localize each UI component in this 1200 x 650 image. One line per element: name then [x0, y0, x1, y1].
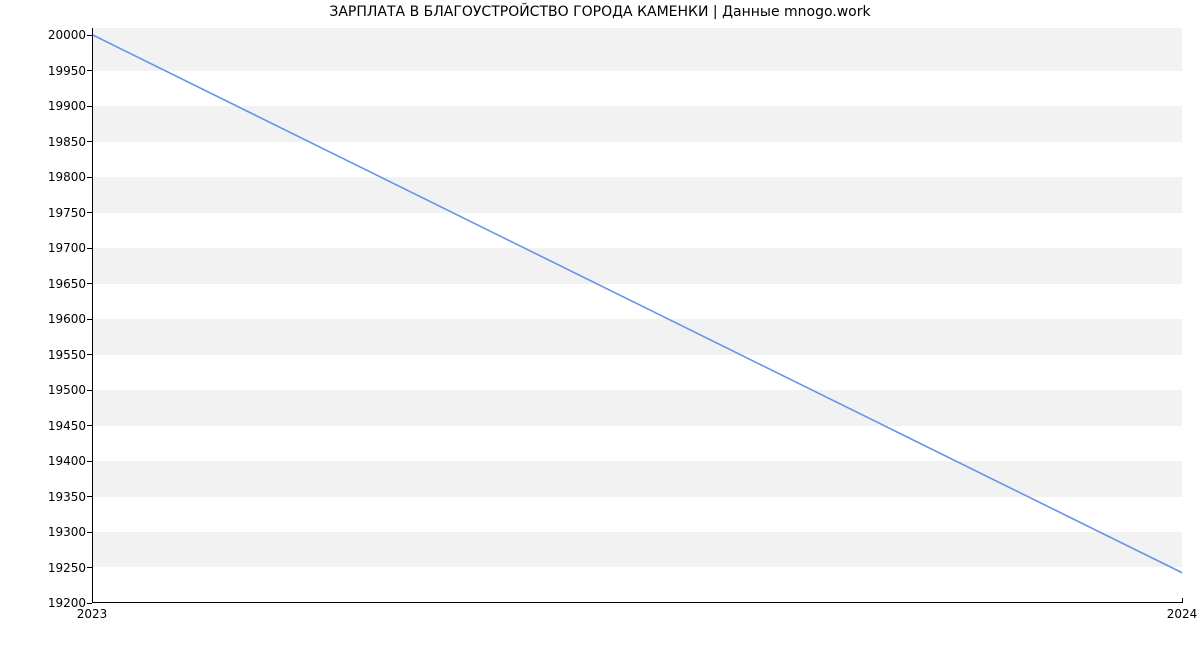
- y-tick-label: 20000: [4, 28, 86, 42]
- y-tick-mark: [87, 248, 92, 249]
- x-tick-label: 2024: [1167, 607, 1198, 621]
- y-tick-mark: [87, 532, 92, 533]
- y-tick-mark: [87, 390, 92, 391]
- y-tick-mark: [87, 567, 92, 568]
- x-tick-label: 2023: [77, 607, 108, 621]
- y-tick-label: 19900: [4, 99, 86, 113]
- y-axis: 1920019250193001935019400194501950019550…: [0, 28, 92, 603]
- chart-title: ЗАРПЛАТА В БЛАГОУСТРОЙСТВО ГОРОДА КАМЕНК…: [0, 4, 1200, 20]
- y-tick-label: 19700: [4, 241, 86, 255]
- y-tick-mark: [87, 70, 92, 71]
- y-tick-label: 19500: [4, 383, 86, 397]
- data-line: [93, 35, 1182, 573]
- y-tick-label: 19300: [4, 525, 86, 539]
- y-tick-label: 19850: [4, 135, 86, 149]
- y-tick-label: 19250: [4, 561, 86, 575]
- y-tick-label: 19550: [4, 348, 86, 362]
- y-tick-mark: [87, 212, 92, 213]
- x-axis: 20232024: [92, 603, 1182, 633]
- y-tick-mark: [87, 283, 92, 284]
- y-tick-mark: [87, 461, 92, 462]
- y-tick-mark: [87, 496, 92, 497]
- y-tick-mark: [87, 354, 92, 355]
- y-tick-label: 19200: [4, 596, 86, 610]
- y-tick-label: 19800: [4, 170, 86, 184]
- y-tick-mark: [87, 106, 92, 107]
- y-tick-mark: [87, 177, 92, 178]
- salary-chart: ЗАРПЛАТА В БЛАГОУСТРОЙСТВО ГОРОДА КАМЕНК…: [0, 0, 1200, 650]
- y-tick-mark: [87, 141, 92, 142]
- y-tick-mark: [87, 319, 92, 320]
- plot-area: [92, 28, 1182, 603]
- y-tick-label: 19400: [4, 454, 86, 468]
- y-tick-label: 19950: [4, 64, 86, 78]
- y-tick-label: 19650: [4, 277, 86, 291]
- series-line: [93, 28, 1182, 603]
- y-tick-label: 19350: [4, 490, 86, 504]
- y-tick-mark: [87, 35, 92, 36]
- y-tick-label: 19600: [4, 312, 86, 326]
- y-tick-label: 19450: [4, 419, 86, 433]
- y-tick-label: 19750: [4, 206, 86, 220]
- x-tick-mark: [1182, 598, 1183, 603]
- x-tick-mark: [92, 598, 93, 603]
- y-tick-mark: [87, 425, 92, 426]
